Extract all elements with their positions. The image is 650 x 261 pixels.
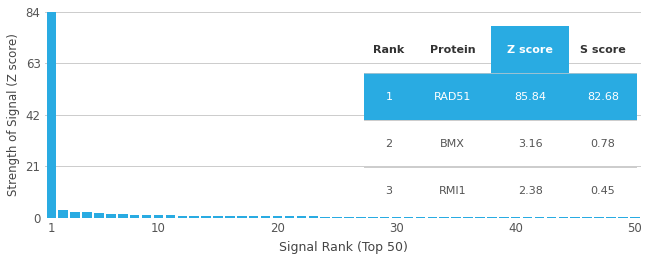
Bar [142,215,151,218]
Bar [475,217,485,218]
Bar [285,216,294,218]
Bar [261,216,270,218]
Bar [47,8,56,218]
FancyBboxPatch shape [364,73,414,120]
Text: 0.78: 0.78 [590,139,616,149]
Text: BMX: BMX [440,139,465,149]
Text: 1: 1 [385,92,393,102]
Bar [249,216,259,218]
Text: 3.16: 3.16 [518,139,542,149]
FancyBboxPatch shape [491,73,569,120]
Bar [463,217,473,218]
Bar [404,217,413,218]
Bar [571,217,580,218]
FancyBboxPatch shape [569,73,637,120]
Bar [94,213,104,218]
Bar [344,217,354,218]
Text: 0.45: 0.45 [590,186,616,195]
Bar [189,216,199,218]
Bar [118,215,127,218]
Text: 3: 3 [385,186,393,195]
Bar [439,217,449,218]
Bar [70,212,80,218]
X-axis label: Signal Rank (Top 50): Signal Rank (Top 50) [279,241,408,254]
Bar [166,215,175,218]
Text: Z score: Z score [507,45,553,55]
FancyBboxPatch shape [491,26,569,73]
Bar [356,217,366,218]
Bar [130,215,140,218]
Bar [594,217,604,218]
Bar [523,217,532,218]
Bar [582,217,592,218]
Bar [106,214,116,218]
Bar [237,216,246,218]
Bar [202,216,211,218]
Bar [606,217,616,218]
Text: 82.68: 82.68 [587,92,619,102]
Bar [320,217,330,218]
Bar [428,217,437,218]
Text: RMI1: RMI1 [439,186,467,195]
Bar [487,217,497,218]
Bar [213,216,223,218]
Bar [392,217,402,218]
Bar [630,217,640,218]
Text: 2.38: 2.38 [517,186,543,195]
Bar [83,212,92,218]
Bar [451,217,461,218]
Bar [535,217,544,218]
Bar [368,217,378,218]
Bar [547,217,556,218]
Bar [558,217,568,218]
Bar [499,217,508,218]
Bar [309,216,318,218]
Bar [332,217,342,218]
Y-axis label: Strength of Signal (Z score): Strength of Signal (Z score) [7,33,20,196]
Text: RAD51: RAD51 [434,92,471,102]
Bar [273,216,282,218]
Bar [153,215,163,218]
Bar [177,216,187,218]
Text: 85.84: 85.84 [514,92,546,102]
Bar [58,210,68,218]
Bar [618,217,628,218]
Bar [511,217,521,218]
FancyBboxPatch shape [414,73,491,120]
Bar [296,216,306,218]
Text: S score: S score [580,45,626,55]
Text: 2: 2 [385,139,393,149]
Bar [380,217,389,218]
Bar [225,216,235,218]
Text: Protein: Protein [430,45,476,55]
Text: Rank: Rank [373,45,405,55]
Bar [415,217,425,218]
